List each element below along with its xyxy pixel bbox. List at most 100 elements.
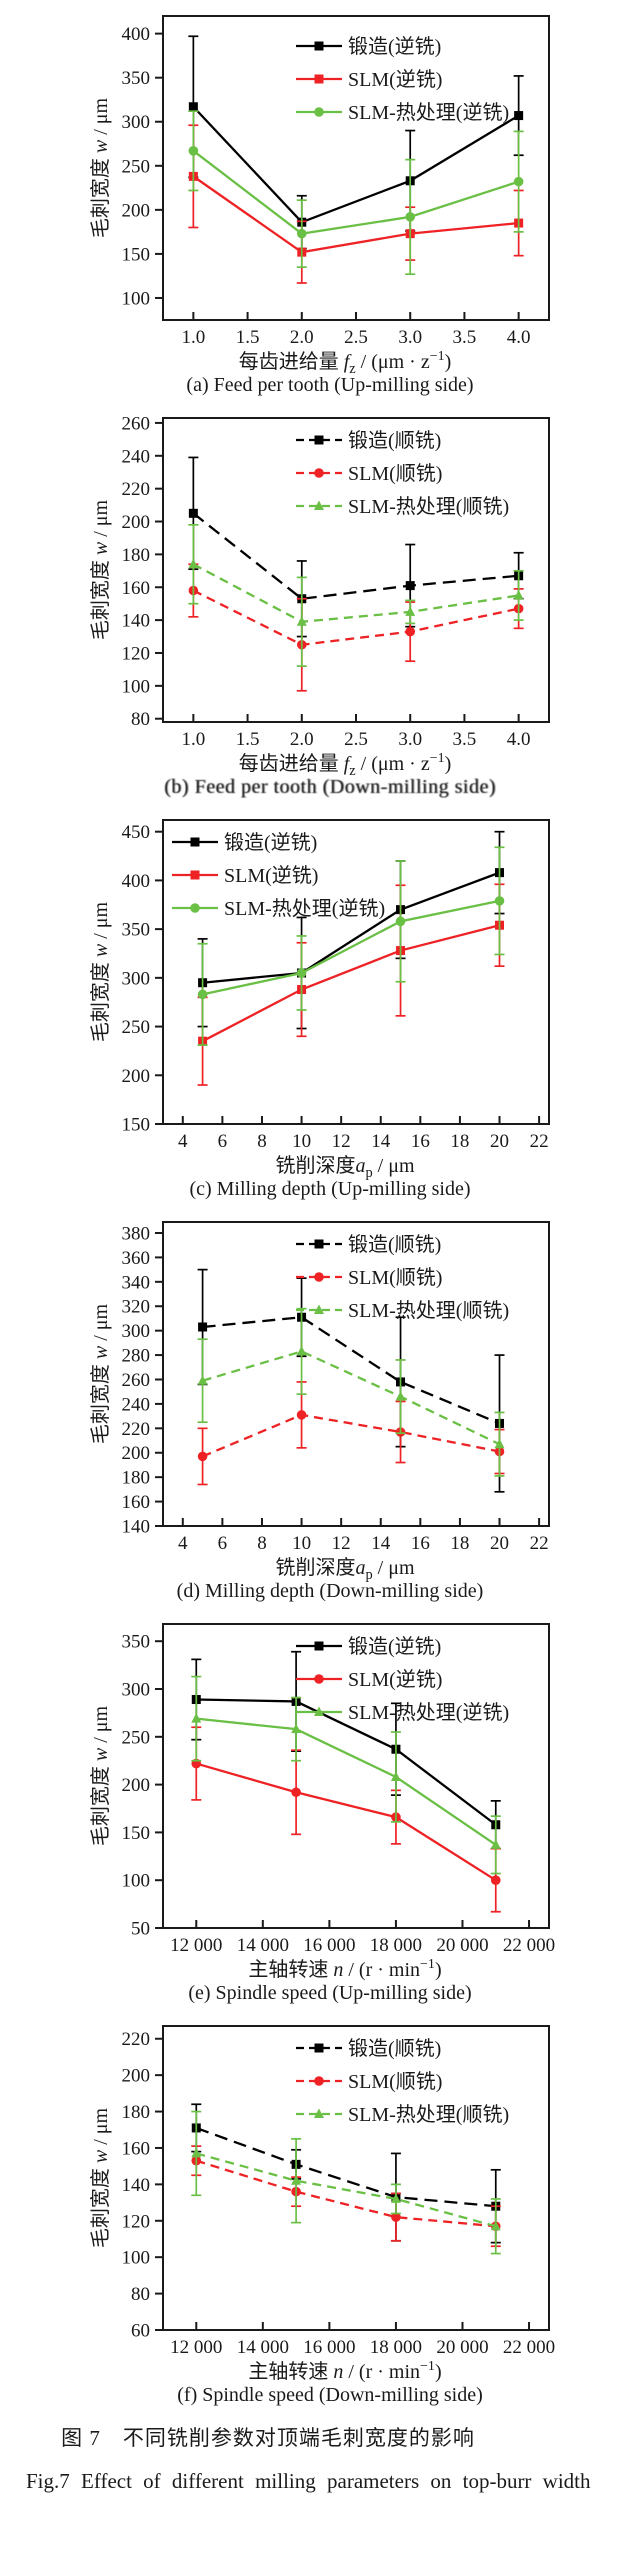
y-tick-label: 350 (122, 68, 151, 89)
y-tick-label: 300 (122, 1680, 151, 1701)
series-0 (197, 830, 505, 1030)
chart-f-caption: (f) Spindle speed (Down-milling side) (177, 2384, 483, 2406)
series-line (195, 2159, 496, 2228)
chart-feed-up-milling: 1.0 1.5 2.0 2.5 3.0 3.5 4.0 100 150 200 250 300 350 4… (0, 4, 636, 398)
y-tick-label: 380 (122, 1223, 151, 1244)
legend-label: SLM(逆铣) (348, 1668, 442, 1691)
data-point-marker (188, 146, 199, 156)
legend-marker (314, 1272, 324, 1282)
x-axis-title: 每齿进给量 fz / (μm · z−1) (239, 349, 452, 376)
x-tick-label: 1.5 (236, 729, 260, 750)
y-tick-label: 260 (122, 1370, 151, 1391)
y-tick-label: 260 (122, 413, 151, 434)
y-tick-label: 160 (122, 578, 151, 599)
y-tick-label: 160 (122, 2138, 151, 2159)
error-bars (188, 124, 524, 284)
series-1 (188, 124, 524, 284)
data-point-marker (188, 102, 198, 112)
error-bars (188, 523, 524, 667)
legend-marker (314, 468, 324, 478)
legend-marker (314, 500, 324, 510)
error-bars (191, 2110, 501, 2255)
chart-feed-down-milling: 1.0 1.5 2.0 2.5 3.0 3.5 4.0 80 100 120 140 160 180 20… (0, 406, 636, 800)
data-point-marker (291, 1723, 302, 1734)
x-tick-label: 4.0 (507, 327, 531, 348)
figure-caption-english: Fig.7 Effect of different milling parame… (26, 2469, 591, 2493)
y-axis-ticks: 80 100 120 140 160 180 200 220 240 260 (122, 413, 163, 730)
y-tick-label: 140 (122, 611, 151, 632)
data-point-marker (490, 1875, 501, 1886)
y-axis-title: 毛刺宽度 w / μm (89, 901, 112, 1042)
y-tick-label: 150 (122, 244, 151, 265)
x-tick-label: 22 000 (503, 2337, 555, 2358)
x-tick-label: 12 000 (170, 2337, 222, 2358)
y-tick-label: 240 (122, 1394, 151, 1415)
y-axis-ticks: 140 160 180 200 220 240 260 280 300 320 340 360 380 (122, 1223, 163, 1538)
series-line (202, 1350, 501, 1446)
y-tick-label: 200 (122, 2066, 151, 2087)
x-tick-label: 8 (257, 1533, 267, 1554)
x-tick-label: 14 000 (237, 2337, 289, 2358)
legend-marker (314, 41, 324, 51)
y-tick-label: 360 (122, 1248, 151, 1269)
error-bars (188, 110, 524, 276)
y-axis-title: 毛刺宽度 w / μm (89, 2107, 112, 2248)
legend-label: 锻造(顺铣) (348, 2037, 441, 2060)
x-axis-ticks: 12 000 14 000 16 000 18 000 20 000 22 000 (170, 2322, 555, 2358)
x-tick-label: 1.5 (236, 327, 260, 348)
y-tick-label: 180 (122, 2102, 151, 2123)
x-tick-label: 4.0 (507, 729, 531, 750)
legend-label: SLM(顺铣) (348, 2070, 442, 2093)
x-axis-title: 铣削深度ap / μm (275, 1556, 414, 1582)
series-line (192, 105, 520, 224)
x-tick-label: 22 000 (503, 1935, 555, 1956)
legend-label: SLM(逆铣) (224, 864, 318, 887)
chart-c-caption: (c) Milling depth (Up-milling side) (189, 1178, 471, 1200)
x-tick-label: 14 000 (237, 1935, 289, 1956)
error-bars (197, 1307, 505, 1477)
series-2 (197, 1307, 505, 1477)
data-point-marker (395, 1391, 406, 1401)
x-tick-label: 2.0 (290, 327, 314, 348)
data-point-marker (390, 2193, 401, 2203)
data-point-marker (291, 2175, 302, 2185)
data-point-marker (490, 1839, 501, 1849)
series-0 (191, 1650, 501, 1850)
y-tick-label: 50 (131, 1919, 150, 1940)
y-tick-label: 400 (122, 871, 151, 892)
legend-label: SLM(顺铣) (348, 462, 442, 485)
chart-a-caption: (a) Feed per tooth (Up-milling side) (186, 374, 474, 396)
x-tick-label: 14 (371, 1533, 391, 1554)
y-axis-ticks: 100 150 200 250 300 350 400 (122, 24, 163, 309)
data-point-marker (291, 1787, 301, 1798)
y-tick-label: 350 (122, 920, 151, 941)
y-tick-label: 100 (122, 676, 151, 697)
series-line (195, 1762, 497, 1882)
y-tick-label: 120 (122, 2211, 151, 2232)
series-2 (191, 2110, 501, 2255)
series-line (202, 924, 500, 1043)
data-point-marker (395, 916, 406, 927)
legend-marker (190, 837, 200, 847)
series-1 (197, 1381, 505, 1486)
y-tick-label: 100 (122, 1871, 151, 1892)
series-line (202, 1413, 500, 1458)
error-bars (191, 2145, 501, 2248)
y-tick-label: 250 (122, 156, 151, 177)
legend: 锻造(顺铣) SLM(顺铣) SLM-热处理(顺铣) (296, 1233, 509, 1322)
series-1 (191, 1726, 501, 1913)
legend-marker (314, 2108, 324, 2118)
plot-frame (162, 819, 550, 1125)
legend-label: 锻造(逆铣) (224, 831, 317, 854)
y-tick-label: 220 (122, 1419, 151, 1440)
x-tick-label: 2.0 (290, 729, 314, 750)
y-axis-title: 毛刺宽度 w / μm (89, 97, 112, 238)
chart-e-caption: (e) Spindle speed (Up-milling side) (188, 1982, 472, 2004)
x-tick-label: 3.0 (398, 729, 422, 750)
error-bars (191, 1650, 501, 1850)
legend-marker (314, 1304, 324, 1314)
x-tick-label: 1.0 (181, 327, 205, 348)
x-tick-label: 6 (218, 1131, 228, 1152)
chart-c-plot: 4 6 8 10 12 14 16 18 20 22 150 200 250 300 350 400 450 铣削… (89, 819, 550, 1180)
x-axis-title: 主轴转速 n / (r · min−1) (248, 1957, 441, 1981)
